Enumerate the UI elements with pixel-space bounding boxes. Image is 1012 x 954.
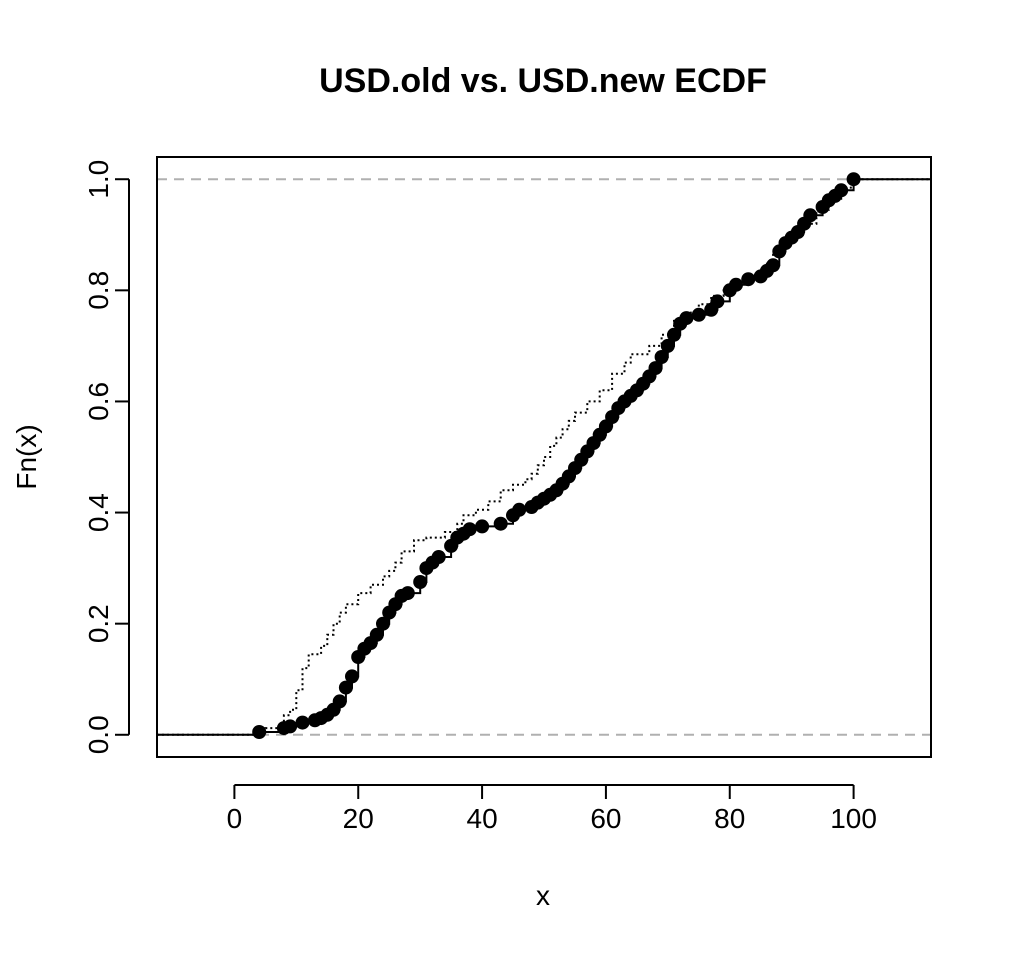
series-0-point-28 [475,519,490,534]
series-0-point-0 [252,725,267,739]
plot-frame [156,156,932,758]
reference-lines [157,178,931,736]
series-0-point-66 [766,258,781,273]
chart-title: USD.old vs. USD.new ECDF [319,62,767,100]
series-0-step-line [157,178,931,736]
series-0-point-60 [710,294,725,309]
y-axis-label: Fn(x) [11,424,42,489]
series-0-point-29 [493,516,508,531]
series-0-point-10 [345,669,359,684]
series-0-point-27 [462,522,477,537]
series-0-point-57 [679,311,694,326]
y-tick-label-1: 0.2 [83,604,114,643]
series-0-point-2 [283,719,298,734]
y-axis: 0.0 0.2 0.4 0.6 0.8 1.0 [83,160,130,754]
series-0-point-76 [834,183,849,198]
x-tick-label-5: 100 [830,803,877,834]
series-0-point-9 [338,680,353,695]
series-0-point-63 [741,272,756,287]
series-0-point-14 [369,627,384,642]
series-0-point-20 [413,575,428,589]
x-tick-label-0: 0 [227,803,243,834]
series-0-point-77 [846,172,861,187]
x-axis: 0 20 40 60 80 100 [227,784,877,834]
series-0-point-52 [648,361,663,376]
series-0-point-58 [691,307,706,322]
series-0-point-31 [512,502,527,517]
y-tick-label-0: 0.0 [83,715,114,754]
series-0-point-55 [667,327,681,342]
x-tick-label-1: 20 [343,803,374,834]
series-points [252,172,861,739]
series-0-point-15 [376,616,390,631]
series-0-point-3 [295,715,310,730]
series-lines [157,178,931,736]
series-0-point-53 [654,350,669,364]
series-1-dotted-step-line [157,178,931,736]
y-tick-label-3: 0.6 [83,382,114,421]
series-0-point-54 [660,338,675,353]
series-0-point-23 [431,550,446,564]
x-axis-label: x [536,880,550,911]
series-0-point-72 [803,208,818,223]
series-0-point-8 [332,694,347,709]
series-0-point-19 [400,586,415,601]
y-tick-label-5: 1.0 [83,160,114,199]
series-0-point-62 [729,277,743,292]
x-tick-label-3: 60 [590,803,621,834]
y-tick-label-4: 0.8 [83,271,114,310]
y-tick-label-2: 0.4 [83,493,114,532]
x-tick-label-4: 80 [714,803,745,834]
x-tick-label-2: 40 [467,803,498,834]
